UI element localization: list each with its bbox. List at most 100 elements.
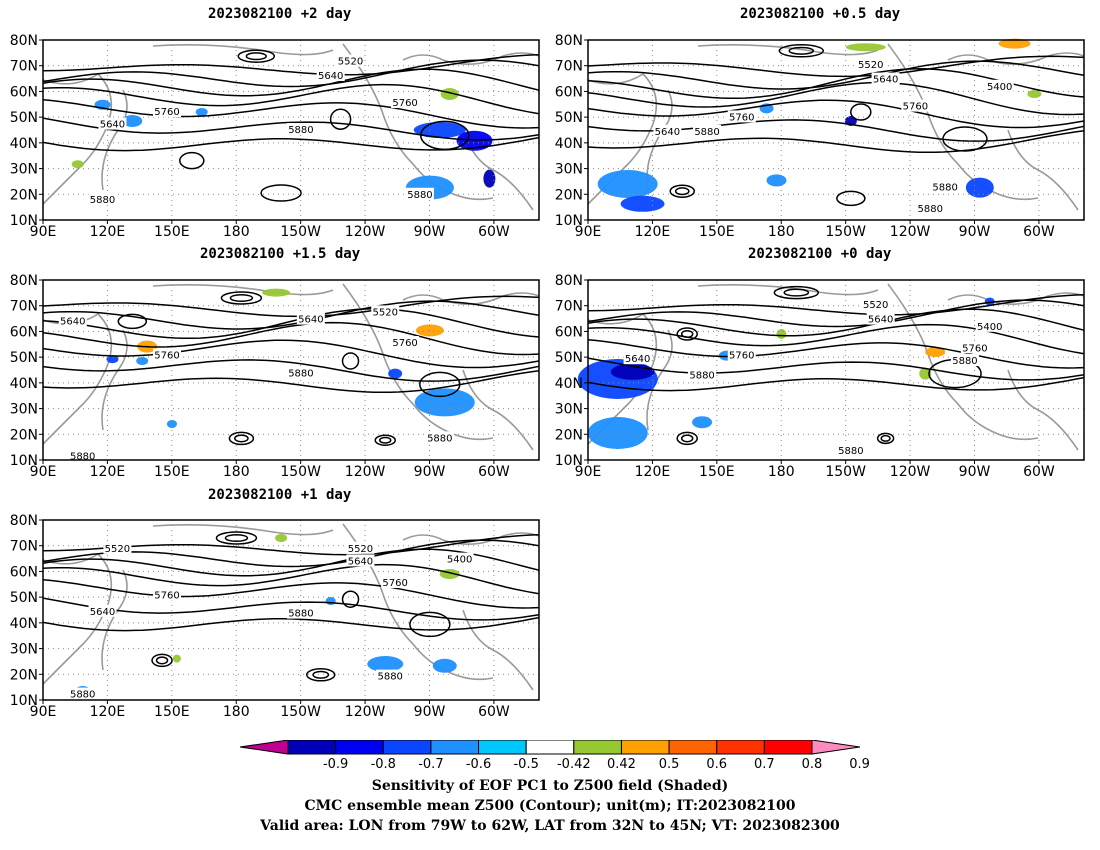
contour-closed — [778, 44, 825, 58]
lat-tick-label: 60N — [555, 324, 583, 340]
contour-label: 5760 — [729, 112, 754, 123]
contour-closed — [876, 432, 895, 445]
contour-label: 5640 — [868, 315, 893, 326]
lon-tick-label: 150W — [825, 224, 866, 240]
lon-tick-label: 120E — [635, 224, 671, 240]
colorbar-tick: 0.7 — [754, 757, 775, 772]
contour-closed — [788, 46, 815, 55]
lon-tick-label: 120E — [90, 464, 126, 480]
contour-labels: 5520 5640 5400 5640 5760 5760 5880 5880 5880 — [653, 58, 1014, 215]
contour-line — [587, 99, 1085, 129]
shading-patch — [106, 355, 119, 364]
lon-tick-label: 90W — [959, 224, 991, 240]
colorbar-tick: 0.42 — [606, 757, 636, 772]
z500-contours — [42, 49, 540, 202]
contour-label: 5760 — [154, 591, 179, 602]
contour-label: 5880 — [427, 433, 452, 444]
lat-tick-label: 80N — [10, 273, 38, 289]
contour-label: 5520 — [863, 300, 888, 311]
colorbar-swatch — [620, 740, 670, 755]
lon-tick-label: 90W — [959, 464, 991, 480]
contour-line — [42, 616, 540, 632]
lat-tick-label: 10N — [10, 693, 38, 709]
lon-tick-label: 120E — [90, 704, 126, 720]
contour-label: 5640 — [348, 556, 373, 567]
contour-label: 5760 — [382, 578, 407, 589]
caption-line-2: CMC ensemble mean Z500 (Contour); unit(m… — [304, 798, 796, 814]
lon-tick-label: 150W — [280, 224, 321, 240]
contour-label: 5880 — [377, 672, 402, 683]
contour-label: 5880 — [918, 204, 943, 215]
contour-closed — [329, 108, 352, 130]
lat-tick-label: 40N — [10, 616, 38, 632]
lat-tick-label: 50N — [10, 350, 38, 366]
contour-line — [42, 339, 540, 369]
contour-closed — [676, 327, 698, 341]
lon-tick-label: 150E — [154, 464, 190, 480]
colorbar-swatch — [668, 740, 718, 755]
contour-label: 5760 — [392, 98, 417, 109]
panel-title-plus-0.5-day: 2023082100 +0.5 day — [740, 6, 901, 22]
contour-closed — [680, 329, 694, 339]
lat-tick-label: 30N — [555, 402, 583, 418]
map-panel-plus-0.5-day: 5520 5640 5400 5640 5760 5760 5880 5880 5880 80N 7… — [555, 33, 1085, 240]
contour-closed — [234, 434, 249, 443]
colorbar-swatch — [573, 740, 622, 755]
shading-patch — [195, 108, 208, 116]
lat-tick-label: 80N — [10, 33, 38, 49]
contour-line — [42, 370, 540, 394]
contour-closed — [880, 434, 891, 442]
contour-closed — [215, 531, 258, 545]
lat-tick-label: 70N — [10, 299, 38, 315]
lon-tick-label: 60W — [478, 464, 510, 480]
shading-patch — [692, 416, 713, 429]
lat-tick-label: 70N — [10, 59, 38, 75]
lat-tick-label: 30N — [10, 162, 38, 178]
contour-label: 5880 — [838, 446, 863, 457]
z500-contours — [42, 291, 540, 446]
shading-patch — [172, 654, 181, 663]
colorbar-swatch — [716, 740, 765, 755]
panel-title-plus-0-day: 2023082100 +0 day — [748, 246, 892, 262]
lon-tick-label: 180 — [223, 464, 250, 480]
lat-tick-label: 10N — [10, 453, 38, 469]
colorbar-tick: -0.9 — [322, 757, 349, 772]
lat-tick-label: 10N — [555, 213, 583, 229]
contour-line — [42, 295, 540, 318]
colorbar-low-arrow — [240, 740, 289, 755]
lat-tick-label: 50N — [10, 110, 38, 126]
colorbar-swatch — [763, 740, 813, 755]
lon-tick-label: 60W — [1023, 224, 1055, 240]
contour-closed — [836, 190, 866, 207]
shading-patch — [620, 195, 665, 212]
map-panel-plus-2-day: 5520 5640 5640 5760 5760 5880 5880 5880 80N 70N 60… — [10, 33, 540, 240]
contour-label: 5520 — [348, 544, 373, 555]
contour-line — [587, 60, 1085, 90]
lat-tick-label: 60N — [10, 84, 38, 100]
contour-line — [42, 136, 540, 152]
shading-patch — [845, 43, 886, 52]
colorbar-tick: -0.8 — [370, 757, 396, 772]
shading-patch — [597, 170, 658, 198]
contour-label: 5880 — [689, 370, 714, 381]
shading-patch — [456, 130, 493, 151]
coastlines — [587, 283, 1085, 451]
contour-label: 5520 — [373, 307, 398, 318]
panel-title-plus-2-day: 2023082100 +2 day — [208, 6, 352, 22]
contour-line — [42, 308, 540, 340]
contour-closed — [155, 656, 169, 665]
contour-labels: 5520 5640 5400 5640 5760 5760 5880 5880 5880 — [623, 298, 1004, 457]
contour-closed — [674, 187, 690, 196]
colorbar-swatch — [382, 740, 432, 755]
contour-line — [587, 338, 1085, 369]
contour-label: 5880 — [952, 356, 977, 367]
lon-tick-label: 90W — [414, 464, 446, 480]
colorbar-tick: 0.5 — [658, 757, 680, 772]
contour-line — [587, 323, 1085, 355]
contour-label: 5760 — [392, 338, 417, 349]
contour-closed — [220, 291, 263, 305]
lon-tick-label: 90E — [30, 704, 57, 720]
contour-closed — [409, 611, 451, 638]
